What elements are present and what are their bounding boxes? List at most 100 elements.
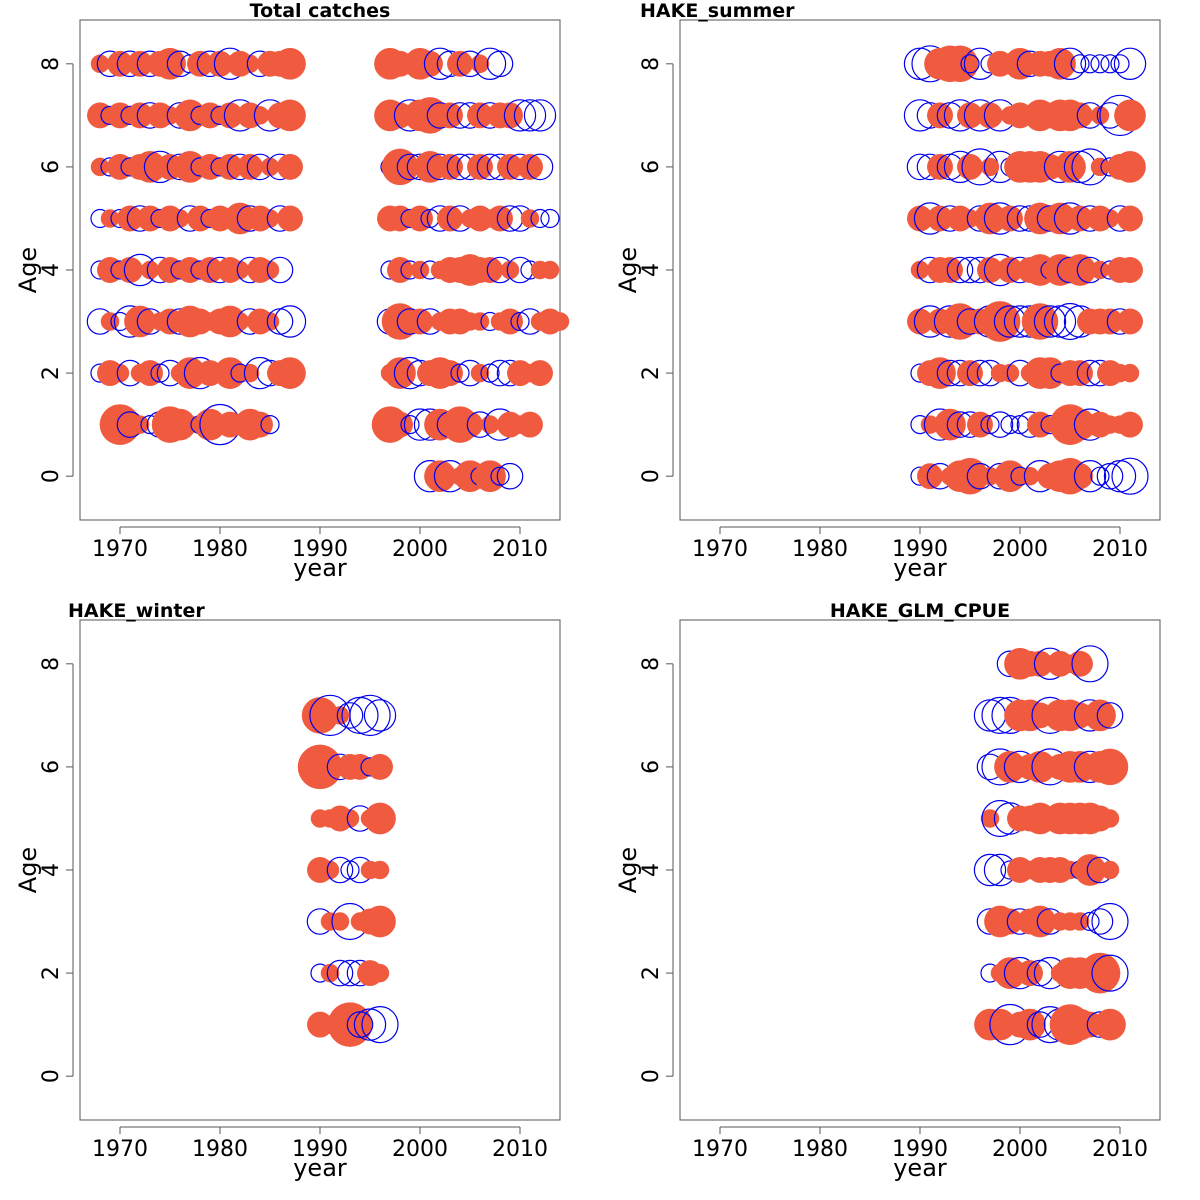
positive-residual-bubble [941, 45, 979, 83]
positive-residual-bubble [247, 411, 273, 438]
negative-residual-bubble [1010, 415, 1030, 435]
negative-residual-bubble [1110, 54, 1130, 74]
negative-residual-bubble [361, 1005, 399, 1044]
positive-residual-bubble [1021, 303, 1059, 340]
positive-residual-bubble [407, 308, 433, 335]
positive-residual-bubble [467, 153, 493, 180]
negative-residual-bubble [400, 415, 420, 435]
negative-residual-bubble [960, 54, 980, 74]
x-tick-label: 2000 [992, 537, 1048, 562]
positive-residual-bubble [274, 47, 306, 80]
positive-residual-bubble [934, 408, 966, 441]
positive-residual-bubble [130, 415, 150, 434]
positive-residual-bubble [1117, 257, 1143, 283]
positive-residual-bubble [1070, 912, 1090, 931]
negative-residual-bubble [503, 99, 537, 132]
y-tick-label: 8 [39, 57, 64, 71]
x-tick-label: 1980 [192, 537, 248, 562]
negative-residual-bubble [1071, 645, 1109, 683]
x-tick-label: 1980 [792, 1137, 848, 1162]
negative-residual-bubble [1090, 54, 1110, 74]
y-tick-label: 2 [639, 366, 664, 380]
positive-residual-bubble [330, 912, 350, 931]
y-tick-label: 0 [39, 469, 64, 483]
y-axis: 0 2 4 6 8 [39, 657, 74, 1083]
positive-residual-bubble [1000, 363, 1020, 383]
negative-residual-bubble [1100, 54, 1120, 74]
positive-residual-bubble [1117, 205, 1143, 232]
positive-residual-bubble [1094, 1008, 1126, 1041]
panel-title: Total catches [250, 0, 391, 22]
negative-residual-bubble [336, 702, 364, 729]
positive-residual-bubble [340, 809, 360, 828]
positive-residual-bubble [140, 260, 160, 280]
positive-residual-bubble [320, 757, 340, 777]
y-tick-label: 4 [39, 263, 64, 277]
y-axis: 0 2 4 6 8 [639, 57, 674, 483]
y-axis: 0 2 4 6 8 [39, 57, 74, 483]
negative-residual-bubble [266, 256, 294, 284]
positive-residual-bubble [1067, 463, 1093, 490]
positive-residual-bubble [470, 363, 490, 383]
y-axis: 0 2 4 6 8 [639, 657, 674, 1083]
positive-residual-bubble [240, 363, 260, 383]
positive-residual-bubble [437, 153, 463, 180]
positive-residual-bubble [957, 360, 983, 387]
positive-residual-bubble [917, 463, 943, 490]
negative-residual-bubble [973, 699, 1007, 732]
positive-residual-bubble [154, 47, 186, 80]
negative-residual-bubble [980, 415, 1000, 435]
positive-residual-bubble [517, 411, 543, 438]
positive-residual-bubble [977, 102, 1003, 129]
x-tick-label: 2010 [1092, 537, 1148, 562]
positive-residual-bubble [1054, 151, 1086, 183]
negative-residual-bubble [473, 47, 507, 80]
positive-residual-bubble [1100, 809, 1120, 828]
y-tick-label: 8 [639, 57, 664, 71]
y-axis-label: Age [614, 247, 642, 293]
positive-residual-bubble [497, 308, 523, 335]
positive-residual-bubble [470, 54, 490, 74]
y-tick-label: 6 [39, 160, 64, 174]
negative-residual-bubble [1096, 462, 1124, 490]
positive-residual-bubble [230, 260, 250, 280]
positive-residual-bubble [230, 312, 250, 331]
positive-residual-bubble [260, 209, 280, 228]
x-tick-label: 2010 [492, 1137, 548, 1162]
bubbles [973, 645, 1129, 1046]
positive-residual-bubble [1067, 650, 1093, 677]
positive-residual-bubble [1120, 363, 1140, 383]
positive-residual-bubble [924, 357, 956, 389]
positive-residual-bubble [497, 102, 523, 129]
negative-residual-bubble [526, 153, 554, 181]
negative-residual-bubble [540, 208, 560, 229]
x-tick-label: 2000 [392, 537, 448, 562]
panel-title: HAKE_winter [68, 600, 205, 622]
panel-title: HAKE_summer [640, 0, 795, 22]
positive-residual-bubble [1084, 699, 1116, 732]
x-tick-label: 1970 [92, 537, 148, 562]
positive-residual-bubble [1100, 209, 1120, 228]
x-tick-label: 1980 [792, 537, 848, 562]
positive-residual-bubble [364, 802, 396, 835]
negative-residual-bubble [496, 462, 524, 490]
y-tick-label: 2 [39, 366, 64, 380]
negative-residual-bubble [1053, 47, 1087, 80]
x-tick-label: 1970 [692, 537, 748, 562]
x-tick-label: 2010 [492, 537, 548, 562]
negative-residual-bubble [530, 208, 550, 229]
y-axis-label: Age [614, 847, 642, 893]
panel-title: HAKE_GLM_CPUE [830, 600, 1010, 622]
negative-residual-bubble [260, 415, 280, 435]
y-tick-label: 0 [639, 1069, 664, 1083]
y-tick-label: 4 [639, 863, 664, 877]
positive-residual-bubble [137, 360, 163, 387]
negative-residual-bubble [1080, 54, 1100, 74]
negative-residual-bubble [1000, 415, 1020, 435]
negative-residual-bubble [486, 50, 514, 78]
y-tick-label: 6 [639, 160, 664, 174]
panel-hake-winter: HAKE_winter 1970 1980 1990 2000 2010 year 0 2 4 6 8… [14, 600, 561, 1182]
positive-residual-bubble [260, 157, 280, 177]
positive-residual-bubble [277, 153, 303, 180]
